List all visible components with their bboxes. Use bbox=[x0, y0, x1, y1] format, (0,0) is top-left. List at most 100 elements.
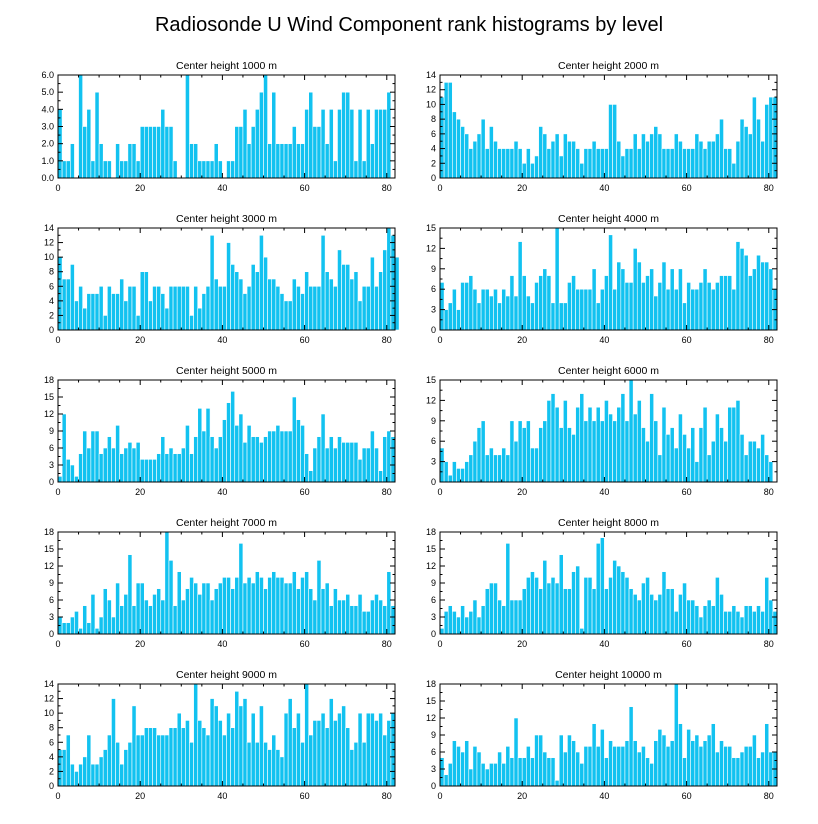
histogram-bar bbox=[756, 757, 761, 787]
histogram-panel: Center height 2000 m 0 20 40 60 80 0 2 4 6 8 10 12 14 bbox=[426, 60, 778, 193]
histogram-bar bbox=[480, 288, 486, 331]
histogram-bar bbox=[538, 126, 544, 179]
histogram-bar bbox=[706, 599, 712, 635]
y-tick-label: 15 bbox=[426, 544, 436, 554]
histogram-bar bbox=[583, 148, 589, 179]
histogram-bar bbox=[197, 307, 203, 331]
histogram-bar bbox=[349, 442, 355, 483]
x-tick-label: 80 bbox=[382, 335, 392, 345]
histogram-bar bbox=[616, 140, 622, 179]
x-tick-label: 80 bbox=[382, 639, 392, 649]
histogram-bar bbox=[230, 391, 236, 483]
histogram-bar bbox=[135, 442, 141, 483]
histogram-bar bbox=[337, 109, 342, 179]
histogram-bar bbox=[308, 470, 314, 483]
histogram-bar bbox=[706, 734, 712, 787]
histogram-bar bbox=[374, 447, 379, 483]
histogram-bar bbox=[715, 577, 720, 635]
histogram-bar bbox=[275, 143, 281, 179]
histogram-bar bbox=[669, 740, 675, 787]
histogram-bar bbox=[599, 288, 605, 331]
histogram-bar bbox=[571, 275, 576, 331]
y-tick-label: 6.0 bbox=[41, 70, 54, 80]
histogram-bar bbox=[246, 741, 252, 787]
histogram-bar bbox=[649, 393, 655, 483]
histogram-bar bbox=[669, 588, 675, 635]
histogram-bar bbox=[715, 133, 720, 179]
histogram-bar bbox=[324, 582, 330, 635]
x-tick-label: 20 bbox=[517, 183, 527, 193]
histogram-bar bbox=[616, 746, 622, 787]
x-tick-label: 20 bbox=[135, 335, 145, 345]
y-tick-label: 4 bbox=[49, 296, 54, 306]
panel-title: Center height 3000 m bbox=[176, 213, 277, 225]
histogram-bar bbox=[739, 616, 745, 635]
histogram-bar bbox=[144, 599, 149, 635]
histogram-bar bbox=[185, 74, 190, 179]
histogram-bar bbox=[501, 763, 507, 787]
histogram-bar bbox=[719, 118, 724, 179]
histogram-bar bbox=[694, 605, 700, 635]
histogram-bar bbox=[312, 720, 318, 787]
histogram-bar bbox=[443, 309, 449, 331]
histogram-bar bbox=[82, 126, 88, 179]
histogram-bar bbox=[217, 582, 223, 635]
histogram-bar bbox=[226, 160, 231, 179]
histogram-bar bbox=[715, 751, 720, 787]
histogram-bar bbox=[357, 300, 363, 331]
histogram-bar bbox=[686, 282, 692, 331]
histogram-bar bbox=[111, 293, 116, 331]
y-tick-label: 8 bbox=[49, 723, 54, 733]
y-tick-label: 9 bbox=[49, 578, 54, 588]
histogram-bar bbox=[743, 254, 749, 331]
histogram-bar bbox=[320, 712, 326, 787]
histogram-bar bbox=[308, 91, 314, 179]
histogram-bar bbox=[517, 241, 523, 331]
x-tick-label: 60 bbox=[300, 335, 310, 345]
histogram-bar bbox=[386, 720, 392, 787]
y-tick-label: 3 bbox=[49, 460, 54, 470]
histogram-bar bbox=[275, 285, 281, 331]
histogram-bar bbox=[172, 605, 178, 635]
histogram-bar bbox=[538, 275, 544, 331]
histogram-bar bbox=[472, 746, 478, 787]
histogram-bar bbox=[632, 740, 638, 787]
histogram-bar bbox=[723, 275, 728, 331]
histogram-bar bbox=[460, 605, 465, 635]
histogram-bar bbox=[657, 282, 663, 331]
x-tick-label: 80 bbox=[764, 335, 774, 345]
x-tick-label: 20 bbox=[135, 639, 145, 649]
histogram-bar bbox=[513, 717, 519, 787]
histogram-bar bbox=[665, 288, 671, 331]
histogram-bar bbox=[139, 271, 145, 331]
histogram-bar bbox=[197, 160, 203, 179]
histogram-bar bbox=[558, 155, 564, 179]
y-tick-label: 0 bbox=[49, 325, 54, 335]
histogram-bar bbox=[250, 126, 256, 179]
histogram-bar bbox=[756, 118, 761, 179]
histogram-bar bbox=[382, 436, 388, 483]
histogram-bar bbox=[645, 140, 650, 179]
histogram-bar bbox=[337, 249, 342, 331]
x-tick-label: 60 bbox=[682, 183, 692, 193]
histogram-bar bbox=[201, 727, 207, 787]
histogram-bar bbox=[624, 577, 630, 635]
histogram-bar bbox=[764, 723, 770, 787]
histogram-bar bbox=[172, 453, 178, 483]
histogram-bar bbox=[558, 427, 564, 483]
histogram-bar bbox=[641, 282, 646, 331]
y-tick-label: 3 bbox=[49, 612, 54, 622]
histogram-bar bbox=[521, 588, 527, 635]
histogram-bar bbox=[230, 264, 236, 331]
histogram-bar bbox=[706, 282, 712, 331]
histogram-bar bbox=[616, 565, 622, 635]
x-tick-label: 60 bbox=[682, 639, 692, 649]
histogram-bar bbox=[70, 264, 75, 331]
histogram-bar bbox=[139, 582, 145, 635]
y-tick-label: 12 bbox=[426, 243, 436, 253]
histogram-bar bbox=[263, 436, 268, 483]
histogram-bar bbox=[719, 594, 724, 635]
histogram-bar bbox=[571, 434, 576, 483]
histogram-bar bbox=[189, 577, 194, 635]
y-tick-label: 9 bbox=[431, 264, 436, 274]
